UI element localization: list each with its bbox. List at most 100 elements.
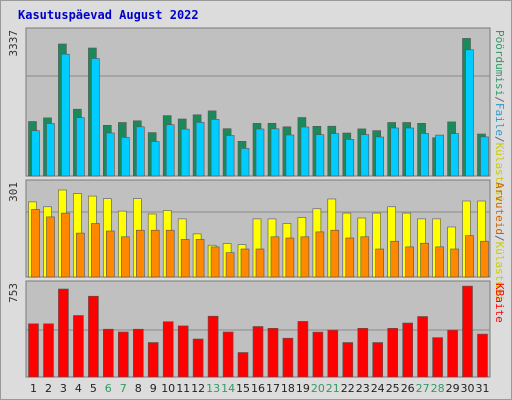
x-tick-label: 2 [45,382,52,395]
panel-middle: 301 Arvuteid/Külastusi [7,179,506,302]
x-tick-label: 9 [150,382,157,395]
panel-top: 3337 Pöördumisi/Faile/Külastusi [7,27,506,202]
legend-entry: / [493,235,506,242]
bar-kbaite-day-3 [58,288,69,378]
legend-entry: / [493,136,506,143]
bar-faile-day-30 [465,49,474,177]
bar-kbaite-day-15 [237,352,249,378]
bar-kbaite-day-1 [28,323,39,378]
bar-arvuteid-day-30 [465,235,474,278]
bar-kbaite-day-28 [432,337,443,378]
bar-faile-day-27 [420,133,429,177]
x-tick-label: 4 [75,382,82,395]
legend-entry: Faile [493,103,506,136]
bar-kbaite-day-7 [118,331,129,378]
bar-arvuteid-day-24 [375,248,385,278]
x-tick-label: 29 [446,382,460,395]
legend-bottom: KBaite [493,283,506,323]
x-tick-label: 6 [105,382,112,395]
bar-kbaite-day-19 [297,321,309,378]
bar-kbaite-day-8 [133,328,144,378]
legend-entry: / [493,96,506,103]
x-tick-label: 26 [401,382,415,395]
bar-arvuteid-day-4 [76,232,85,278]
bar-kbaite-day-20 [312,331,324,378]
bar-kbaite-day-11 [177,325,189,378]
bar-kbaite-day-23 [357,327,369,378]
legend-entry: Arvuteid [493,182,506,235]
bar-faile-day-5 [91,58,100,177]
bar-arvuteid-day-25 [390,240,400,278]
bar-arvuteid-day-6 [106,230,115,278]
x-tick-label: 20 [311,382,325,395]
x-tick-label: 13 [206,382,220,395]
bar-arvuteid-day-28 [435,246,444,278]
bar-faile-day-28 [435,134,444,177]
bar-kbaite-day-27 [417,316,428,378]
bar-arvuteid-day-19 [300,236,310,278]
bar-faile-day-10 [165,124,175,177]
bar-kbaite-day-30 [462,285,473,378]
legend-top: Pöördumisi/Faile/Külastusi [493,30,506,202]
x-tick-label: 19 [296,382,310,395]
bar-arvuteid-day-8 [136,229,145,278]
bar-faile-day-24 [375,136,385,177]
bar-faile-day-26 [405,127,415,177]
bar-arvuteid-day-5 [91,223,100,278]
x-tick-label: 7 [120,382,127,395]
bar-arvuteid-day-18 [285,237,295,278]
bar-faile-day-17 [270,128,280,177]
bar-kbaite-day-6 [103,328,114,378]
x-tick-label: 5 [90,382,97,395]
bar-faile-day-25 [390,127,400,177]
bar-faile-day-1 [31,130,40,177]
bar-kbaite-day-24 [372,342,384,378]
bar-arvuteid-day-22 [345,237,355,278]
legend-entry: Külastusi [493,242,506,302]
bar-faile-day-13 [210,119,220,177]
bar-arvuteid-day-1 [31,209,40,278]
bar-arvuteid-day-31 [480,240,489,278]
bar-arvuteid-day-3 [61,212,70,278]
legend-entry: Pöördumisi [493,30,506,96]
bar-arvuteid-day-9 [150,229,160,278]
bar-arvuteid-day-15 [240,248,250,278]
bar-kbaite-day-9 [147,342,159,378]
bar-faile-day-29 [450,133,459,177]
x-tick-label: 31 [476,382,490,395]
x-tick-label: 16 [251,382,265,395]
bar-kbaite-day-13 [207,315,219,378]
x-tick-label: 3 [60,382,67,395]
bar-arvuteid-day-20 [315,231,325,278]
bar-kbaite-day-29 [447,329,458,378]
bar-faile-day-12 [195,122,205,177]
bar-kbaite-day-14 [222,331,234,378]
bar-arvuteid-day-16 [255,248,265,278]
bar-arvuteid-day-10 [165,229,175,278]
bar-faile-day-23 [360,134,370,177]
bar-arvuteid-day-2 [46,216,55,278]
x-tick-label: 14 [221,382,235,395]
bar-arvuteid-day-11 [180,239,190,278]
bar-kbaite-day-18 [282,337,294,378]
x-tick-label: 18 [281,382,295,395]
bar-kbaite-day-26 [402,322,414,378]
bar-kbaite-day-17 [267,327,279,378]
x-axis-labels: 1 2 3 4 5 6 7 8 9 10 11 12 13 14 15 16 17 18 19 20 21 22 23 24 2… [30,382,490,395]
bar-faile-day-16 [255,128,265,177]
bar-kbaite-day-4 [73,315,84,378]
bar-faile-day-15 [240,148,250,177]
bar-arvuteid-day-27 [420,242,429,278]
x-tick-label: 30 [461,382,475,395]
bar-kbaite-day-16 [252,326,264,378]
x-tick-label: 17 [266,382,280,395]
x-tick-label: 22 [341,382,355,395]
bar-faile-day-20 [315,134,325,177]
x-tick-label: 15 [236,382,250,395]
x-tick-label: 25 [386,382,400,395]
legend-entry: KBaite [493,283,506,323]
bar-faile-day-3 [61,53,70,177]
